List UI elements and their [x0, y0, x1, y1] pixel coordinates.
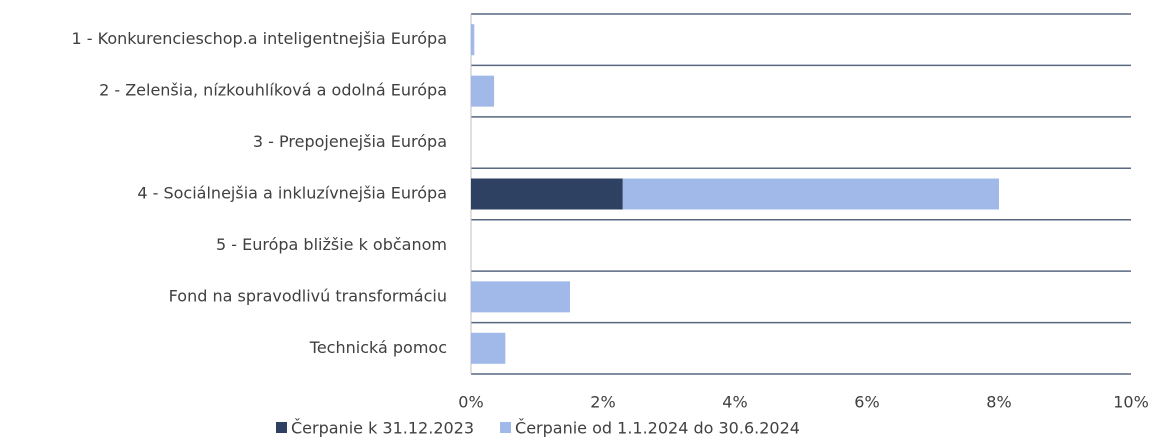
y-tick-label: 3 - Prepojenejšia Európa — [253, 132, 447, 151]
x-tick-label: 10% — [1113, 393, 1149, 412]
legend-label: Čerpanie od 1.1.2024 do 30.6.2024 — [515, 419, 800, 438]
y-tick-label: 2 - Zelenšia, nízkouhlíková a odolná Eur… — [99, 81, 447, 100]
y-tick-label: 4 - Sociálnejšia a inkluzívnejšia Európa — [137, 184, 447, 203]
bar — [471, 332, 506, 364]
legend-swatch — [276, 422, 287, 433]
bar — [471, 75, 495, 107]
bar — [471, 281, 570, 313]
bar — [471, 178, 623, 210]
x-tick-label: 2% — [590, 393, 615, 412]
legend-label: Čerpanie k 31.12.2023 — [291, 419, 474, 438]
x-tick-label: 4% — [722, 393, 747, 412]
x-tick-label: 0% — [458, 393, 483, 412]
x-tick-label: 8% — [986, 393, 1011, 412]
bar — [471, 24, 475, 56]
x-tick-label: 6% — [854, 393, 879, 412]
y-tick-label: Technická pomoc — [309, 338, 447, 357]
y-tick-label: 1 - Konkurencieschop.a inteligentnejšia … — [72, 29, 448, 48]
y-tick-label: 5 - Európa bližšie k občanom — [216, 235, 447, 254]
bar — [622, 178, 999, 210]
y-tick-label: Fond na spravodlivú transformáciu — [169, 286, 447, 305]
legend-swatch — [500, 422, 512, 433]
